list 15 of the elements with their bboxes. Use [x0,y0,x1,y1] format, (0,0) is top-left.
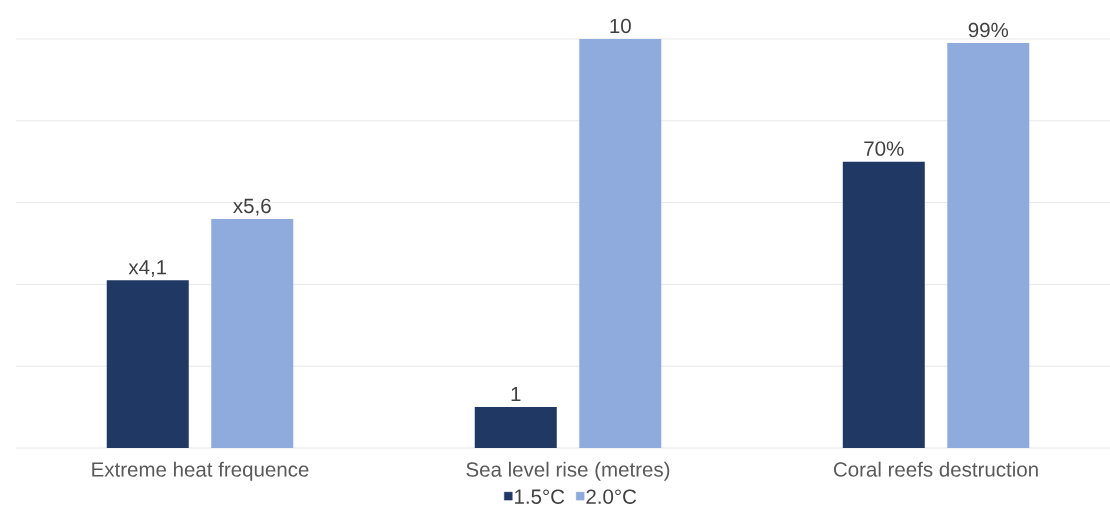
bar [106,280,189,448]
x-tick-label: Extreme heat frequence [92,461,309,481]
bar [579,39,662,448]
data-label: 70% [864,141,904,156]
x-tick-label: Sea level rise (metres) [466,461,670,481]
data-label: 10 [610,18,631,34]
legend-label: 1.5°C [515,489,565,504]
bar [474,407,557,448]
data-label: x4,1 [128,260,167,277]
bar [211,218,294,448]
data-label: 99% [968,22,1009,38]
data-label: x5,6 [233,198,271,216]
data-label: 1 [511,386,521,402]
legend-label: 2.0°C [586,489,637,504]
x-tick-label: Coral reefs destruction [833,461,1038,477]
